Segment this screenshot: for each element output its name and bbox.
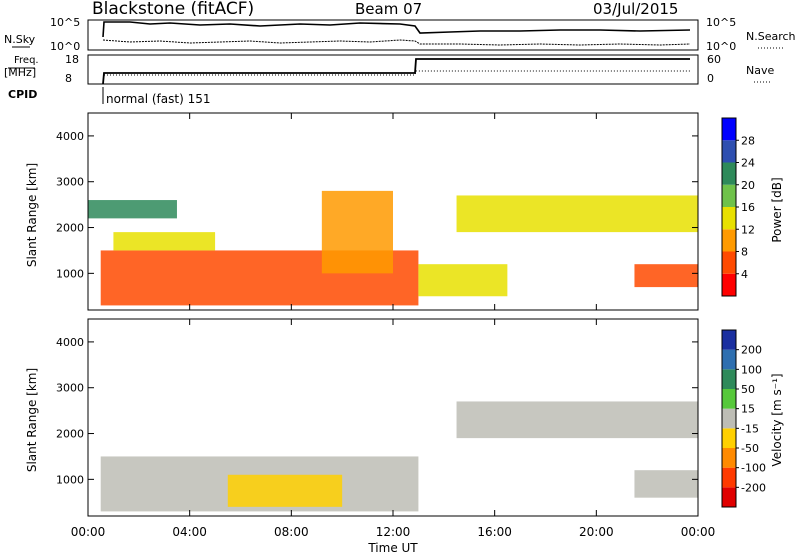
colorbar-segment <box>722 273 736 296</box>
colorbar-tick-label: -200 <box>741 481 766 494</box>
x-tick-label: 16:00 <box>477 525 512 539</box>
power-colorbar: 28 24 20 16 12 8 4 <box>721 117 755 297</box>
velocity-colorbar: 200 100 50 15 -15 -50 -100 -200 <box>721 329 766 508</box>
colorbar-segment <box>722 467 736 488</box>
y-tick-label: 1000 <box>56 473 84 486</box>
y-tick-label: 3000 <box>56 176 84 189</box>
x-tick-label: 12:00 <box>376 525 411 539</box>
colorbar-tick-label: 20 <box>741 179 755 192</box>
colorbar-segment <box>722 369 736 389</box>
echo-band <box>418 264 508 297</box>
beam-title: Beam 07 <box>355 0 422 18</box>
nsky-trace <box>102 21 691 38</box>
colorbar-segment <box>722 184 736 207</box>
nave-tick-high: 60 <box>707 53 721 66</box>
colorbar-segment <box>722 207 736 230</box>
colorbar-segment <box>722 162 736 185</box>
freq-unit: [MHz] <box>4 66 36 79</box>
echo-band <box>321 190 393 274</box>
echo-band <box>634 470 698 498</box>
colorbar-tick-label: 28 <box>741 134 755 147</box>
colorbar-tick-label: 50 <box>741 383 755 396</box>
nsearch-trace <box>102 39 691 46</box>
y-tick-label: 1000 <box>56 267 84 280</box>
colorbar-segment <box>722 389 736 409</box>
y-tick-label: 4000 <box>56 130 84 143</box>
cpid-value: normal (fast) 151 <box>106 92 210 106</box>
echo-band <box>88 200 177 219</box>
colorbar-segment <box>722 140 736 163</box>
noise-panel <box>87 19 699 51</box>
y-tick-label: 2000 <box>56 222 84 235</box>
colorbar-tick-label: 8 <box>741 246 748 259</box>
x-tick-label: 00:00 <box>681 525 716 539</box>
nave-label: Nave <box>746 64 774 77</box>
colorbar-segment <box>722 428 736 448</box>
station-title: Blackstone (fitACF) <box>92 0 254 19</box>
colorbar-segment <box>722 487 736 507</box>
colorbar-tick-label: 100 <box>741 363 762 376</box>
echo-band <box>456 401 698 439</box>
velocity-ylabel: Slant Range [km] <box>25 368 39 472</box>
colorbar-segment <box>722 349 736 370</box>
colorbar-segment <box>722 330 736 350</box>
y-tick-label: 2000 <box>56 428 84 441</box>
date-title: 03/Jul/2015 <box>593 0 678 18</box>
noise-tick-low-right: 10^0 <box>706 40 736 53</box>
time-axis-title: Time UT <box>367 541 418 554</box>
colorbar-tick-label: -50 <box>741 442 759 455</box>
power-colorbar-label: Power [dB] <box>770 177 784 242</box>
colorbar-tick-label: 15 <box>741 403 755 416</box>
freq-tick-low: 8 <box>65 72 72 85</box>
colorbar-tick-label: 24 <box>741 157 755 170</box>
cpid-label: CPID <box>8 88 37 101</box>
power-ylabel: Slant Range [km] <box>25 163 39 267</box>
power-panel: 1000 2000 3000 4000 <box>56 112 699 311</box>
noise-tick-low-left: 10^0 <box>50 40 80 53</box>
power-echo-bands <box>88 190 698 306</box>
y-tick-label: 3000 <box>56 382 84 395</box>
colorbar-tick-label: 16 <box>741 201 755 214</box>
colorbar-tick-label: 4 <box>741 268 748 281</box>
x-tick-label: 20:00 <box>579 525 614 539</box>
colorbar-frame <box>721 329 737 508</box>
x-tick-label: 04:00 <box>172 525 207 539</box>
time-axis-labels: 00:00 04:00 08:00 12:00 16:00 20:00 00:00 <box>71 525 716 539</box>
echo-band <box>634 264 698 288</box>
echo-band <box>113 232 216 251</box>
velocity-panel: 1000 2000 3000 4000 <box>56 318 699 517</box>
velocity-echo-bands <box>100 401 698 512</box>
colorbar-tick-label: 12 <box>741 223 755 236</box>
freq-panel <box>87 54 699 85</box>
noise-tick-high-right: 10^5 <box>706 16 736 29</box>
colorbar-segment <box>722 251 736 274</box>
x-tick-label: 08:00 <box>274 525 309 539</box>
nsky-label: N.Sky <box>4 33 36 46</box>
colorbar-tick-label: -15 <box>741 422 759 435</box>
velocity-colorbar-label: Velocity [m s⁻¹] <box>770 373 784 466</box>
freq-tick-high: 18 <box>65 53 79 66</box>
colorbar-segment <box>722 408 736 429</box>
nsearch-label: N.Search <box>746 30 796 43</box>
y-tick-label: 4000 <box>56 336 84 349</box>
colorbar-segment <box>722 448 736 468</box>
nave-tick-low: 0 <box>707 72 714 85</box>
echo-band <box>456 195 698 233</box>
colorbar-tick-label: 200 <box>741 344 762 357</box>
velocity-axis-ticks: 1000 2000 3000 4000 <box>56 319 699 516</box>
colorbar-segment <box>722 229 736 252</box>
freq-label: Freq. <box>14 55 39 66</box>
power-axis-ticks: 1000 2000 3000 4000 <box>56 113 699 310</box>
colorbar-segment <box>722 118 736 141</box>
colorbar-tick-label: -100 <box>741 462 766 475</box>
x-tick-label: 00:00 <box>71 525 106 539</box>
echo-band <box>227 474 343 507</box>
noise-tick-high-left: 10^5 <box>50 16 80 29</box>
